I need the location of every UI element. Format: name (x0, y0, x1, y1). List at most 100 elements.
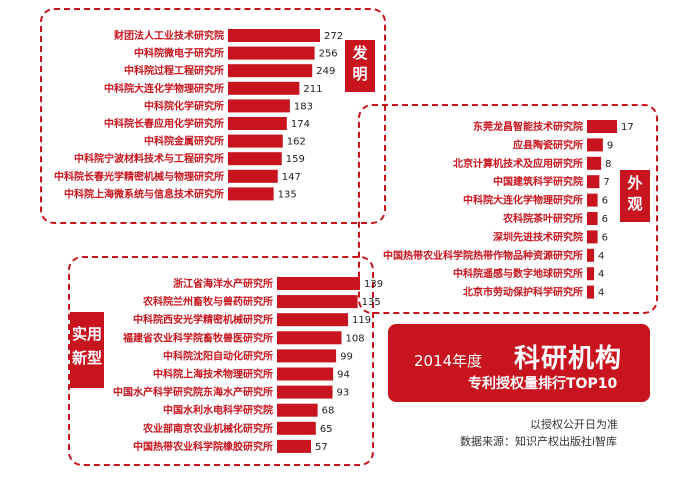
footnote-source: 数据来源：知识产权出版社i智库 (460, 435, 618, 448)
utility-bar-label: 中国水产科学研究院东海水产研究所 (113, 386, 273, 399)
invention-bar (228, 99, 290, 113)
utility-bar-value: 68 (322, 406, 335, 417)
invention-bar (228, 64, 313, 78)
footnote-basis: 以授权公开日为准 (530, 418, 618, 431)
design-bar-value: 4 (598, 269, 604, 280)
utility-bar (277, 385, 333, 399)
utility-bar (277, 421, 316, 435)
invention-bar-label: 中科院过程工程研究所 (124, 64, 224, 77)
invention-bar (228, 81, 300, 95)
invention-bar-label: 中科院金属研究所 (144, 135, 224, 148)
design-bar-value: 7 (603, 177, 609, 188)
utility-bar-label: 农科院兰州畜牧与兽药研究所 (142, 295, 273, 308)
invention-bar-value: 147 (282, 172, 301, 183)
design-bar-label: 中国建筑科学研究院 (493, 175, 583, 188)
design-bar-label: 中国热带农业科学院热带作物品种资源研究所 (383, 249, 583, 262)
invention-bar (228, 152, 282, 166)
utility-bar (277, 403, 318, 417)
design-bar-label: 东莞龙昌智能技术研究院 (473, 120, 583, 133)
utility-bar (277, 313, 349, 327)
utility-bar-label: 农业部南京农业机械化研究所 (142, 422, 273, 435)
utility-bar-value: 139 (364, 279, 383, 290)
utility-panel (68, 256, 374, 466)
design-bar-value: 8 (605, 159, 611, 170)
title-banner: 2014年度 科研机构 专利授权量排行TOP10 (388, 324, 650, 402)
utility-bar-value: 93 (337, 388, 350, 399)
invention-bar-label: 中科院宁波材料技术与工程研究所 (74, 152, 224, 165)
invention-bar-label: 中科院上海微系统与信息技术研究所 (64, 187, 224, 200)
invention-bar (228, 134, 283, 148)
utility-bar-value: 65 (320, 424, 333, 435)
invention-bar-value: 183 (294, 101, 313, 112)
utility-bar (277, 295, 358, 309)
invention-bar-value: 135 (278, 189, 297, 200)
invention-tag: 发 明 (345, 40, 375, 92)
invention-panel (40, 8, 386, 224)
utility-tag: 实用 新型 (70, 312, 104, 388)
utility-bar-value: 135 (362, 297, 381, 308)
design-bar (587, 120, 617, 133)
utility-bar-label: 中科院沈阳自动化研究所 (163, 349, 273, 362)
design-bar (587, 193, 598, 207)
invention-bar (228, 29, 320, 42)
design-bar-value: 6 (602, 214, 608, 225)
invention-bar-value: 256 (319, 49, 338, 60)
invention-bar-value: 211 (303, 84, 322, 95)
utility-tag-line-2: 新型 (71, 349, 102, 367)
design-bar-value: 6 (602, 196, 608, 207)
design-bar (587, 285, 595, 299)
utility-bar-label: 中科院西安光学精密机械研究所 (133, 313, 273, 326)
design-bar (587, 230, 598, 244)
utility-bar (277, 277, 360, 290)
invention-bar-value: 162 (287, 137, 306, 148)
utility-bar-value: 108 (345, 333, 364, 344)
invention-tag-line-1: 发 (352, 44, 368, 62)
invention-bar-value: 272 (324, 31, 343, 42)
utility-bar (277, 367, 334, 381)
design-bar (587, 267, 595, 281)
design-bar-value: 4 (598, 251, 604, 262)
invention-bar-label: 中科院化学研究所 (144, 99, 224, 112)
invention-bar (228, 169, 278, 183)
design-bar (587, 138, 603, 152)
banner-subtitle: 专利授权量排行TOP10 (468, 376, 618, 392)
utility-bar-label: 中国水利水电科学研究院 (163, 404, 273, 417)
design-bar (587, 212, 598, 225)
design-tag-line-2: 观 (627, 195, 643, 213)
design-bar-label: 中科院大连化学物理研究所 (463, 194, 583, 207)
design-bar-value: 4 (598, 288, 604, 299)
design-bar-value: 17 (621, 122, 634, 133)
invention-bar-value: 174 (291, 119, 310, 130)
utility-bar-label: 中科院上海技术物理研究所 (153, 368, 273, 381)
utility-bar-value: 119 (352, 315, 371, 326)
design-bar-label: 应县陶瓷研究所 (513, 138, 583, 151)
utility-tag-line-1: 实用 (71, 325, 102, 343)
design-bar-label: 农科院茶叶研究所 (502, 212, 583, 225)
design-bar (587, 156, 602, 170)
invention-bar (228, 117, 287, 130)
design-bar-label: 深圳先进技术研究院 (493, 230, 583, 243)
design-bar-value: 9 (607, 140, 613, 151)
invention-bar-label: 财团法人工业技术研究院 (113, 29, 224, 42)
invention-bar-label: 中科院长春应用化学研究所 (104, 117, 224, 130)
utility-bar-value: 94 (337, 370, 350, 381)
design-bar (587, 248, 595, 262)
invention-bar (228, 187, 274, 201)
design-bar-label: 北京市劳动保护科学研究所 (463, 286, 583, 299)
utility-bar-value: 57 (315, 442, 328, 453)
design-bar-label: 北京计算机技术及应用研究所 (453, 157, 583, 170)
design-tag-line-1: 外 (627, 174, 643, 192)
invention-bar-value: 159 (286, 154, 305, 165)
banner-year: 2014年度 (414, 352, 483, 370)
design-panel (358, 104, 658, 314)
utility-bar (277, 331, 342, 345)
utility-bar-label: 中国热带农业科学院橡胶研究所 (133, 440, 273, 453)
design-tag: 外 观 (620, 170, 650, 222)
utility-bar-value: 99 (340, 351, 353, 362)
invention-bar-label: 中科院长春光学精密机械与物理研究所 (54, 170, 224, 183)
invention-tag-line-2: 明 (352, 65, 368, 83)
utility-bar (277, 439, 312, 453)
design-bar-value: 6 (602, 232, 608, 243)
utility-bar-label: 福建省农业科学院畜牧兽医研究所 (122, 331, 273, 344)
